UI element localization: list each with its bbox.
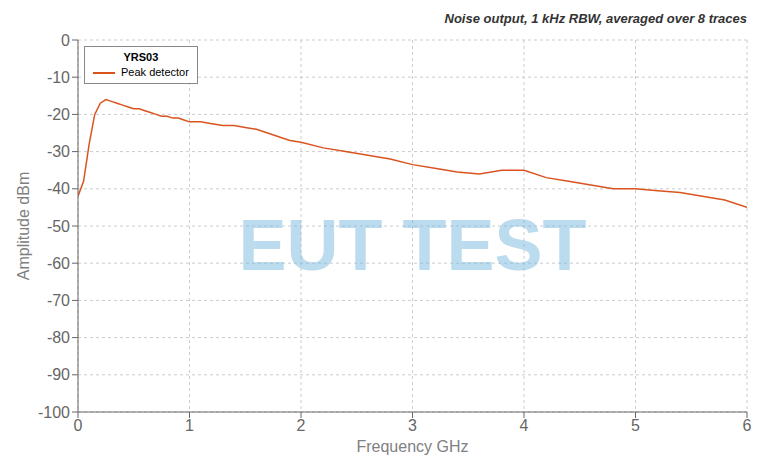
html-text:YRS03: YRS03	[123, 51, 159, 63]
html-text:Noise output, 1 kHz RBW, avera: Noise output, 1 kHz RBW, averaged over 8…	[444, 11, 747, 26]
svg-text:1: 1	[185, 417, 194, 434]
svg-text:0: 0	[74, 417, 83, 434]
svg-text:-40: -40	[47, 180, 70, 197]
svg-text:-50: -50	[47, 218, 70, 235]
svg-text:-30: -30	[47, 143, 70, 160]
html-text:EUT TEST: EUT TEST	[238, 204, 587, 285]
svg-text:Frequency GHz: Frequency GHz	[356, 438, 468, 455]
svg-text:-70: -70	[47, 292, 70, 309]
svg-text:5: 5	[631, 417, 640, 434]
svg-text:-80: -80	[47, 329, 70, 346]
svg-text:-100: -100	[38, 404, 70, 421]
svg-text:-20: -20	[47, 106, 70, 123]
svg-text:-90: -90	[47, 366, 70, 383]
svg-text:6: 6	[743, 417, 752, 434]
svg-text:Amplitude dBm: Amplitude dBm	[15, 172, 32, 281]
svg-text:3: 3	[408, 417, 417, 434]
html-text:Peak detector: Peak detector	[121, 66, 189, 78]
svg-text:2: 2	[297, 417, 306, 434]
svg-text:-10: -10	[47, 69, 70, 86]
svg-text:4: 4	[520, 417, 529, 434]
svg-text:0: 0	[61, 32, 70, 49]
svg-text:-60: -60	[47, 255, 70, 272]
